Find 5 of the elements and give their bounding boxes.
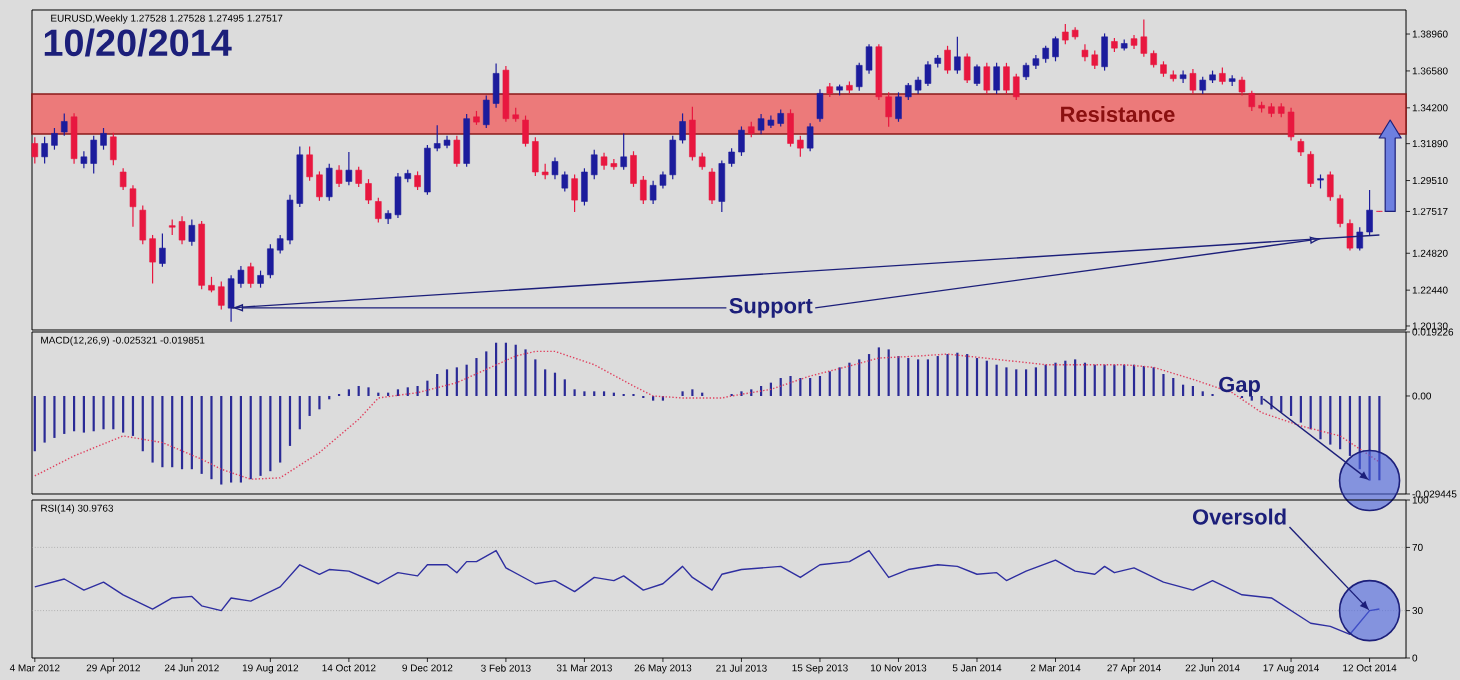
annotation: Oversold (1192, 508, 1286, 525)
chart-title: 10/20/2014 (44, 28, 232, 57)
annotation: Gap (1219, 376, 1260, 397)
annotation: Support (729, 297, 813, 318)
band-label: Resistance (1061, 105, 1175, 123)
